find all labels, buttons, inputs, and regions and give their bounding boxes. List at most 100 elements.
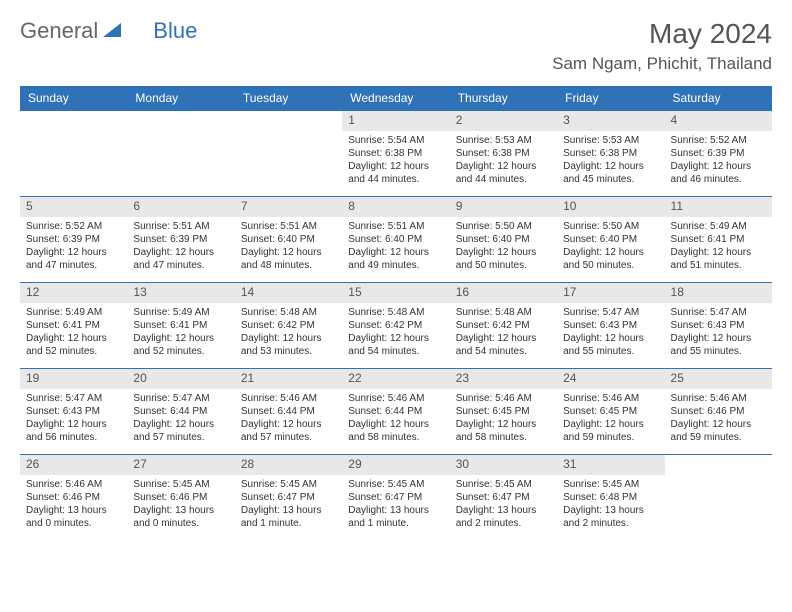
calendar-cell: 4Sunrise: 5:52 AMSunset: 6:39 PMDaylight… [665,111,772,197]
calendar-cell: 18Sunrise: 5:47 AMSunset: 6:43 PMDayligh… [665,283,772,369]
calendar-cell: 10Sunrise: 5:50 AMSunset: 6:40 PMDayligh… [557,197,664,283]
day-number: 30 [450,455,557,475]
day-number: 1 [342,111,449,131]
day-data: Sunrise: 5:46 AMSunset: 6:44 PMDaylight:… [342,389,449,447]
day-data: Sunrise: 5:47 AMSunset: 6:43 PMDaylight:… [557,303,664,361]
brand-triangle-icon [103,21,121,42]
calendar-row: 26Sunrise: 5:46 AMSunset: 6:46 PMDayligh… [20,455,772,541]
calendar-cell: 11Sunrise: 5:49 AMSunset: 6:41 PMDayligh… [665,197,772,283]
calendar-cell: 24Sunrise: 5:46 AMSunset: 6:45 PMDayligh… [557,369,664,455]
day-data: Sunrise: 5:50 AMSunset: 6:40 PMDaylight:… [557,217,664,275]
calendar-cell [127,111,234,197]
day-data: Sunrise: 5:47 AMSunset: 6:44 PMDaylight:… [127,389,234,447]
day-number: 18 [665,283,772,303]
calendar-cell: 5Sunrise: 5:52 AMSunset: 6:39 PMDaylight… [20,197,127,283]
day-number: 16 [450,283,557,303]
day-data: Sunrise: 5:51 AMSunset: 6:40 PMDaylight:… [235,217,342,275]
day-data: Sunrise: 5:49 AMSunset: 6:41 PMDaylight:… [127,303,234,361]
calendar-body: 1Sunrise: 5:54 AMSunset: 6:38 PMDaylight… [20,111,772,541]
day-header: Monday [127,86,234,111]
day-data: Sunrise: 5:50 AMSunset: 6:40 PMDaylight:… [450,217,557,275]
calendar-cell: 13Sunrise: 5:49 AMSunset: 6:41 PMDayligh… [127,283,234,369]
day-data: Sunrise: 5:51 AMSunset: 6:39 PMDaylight:… [127,217,234,275]
day-data: Sunrise: 5:53 AMSunset: 6:38 PMDaylight:… [557,131,664,189]
day-data: Sunrise: 5:45 AMSunset: 6:48 PMDaylight:… [557,475,664,533]
calendar-cell: 6Sunrise: 5:51 AMSunset: 6:39 PMDaylight… [127,197,234,283]
calendar-cell: 2Sunrise: 5:53 AMSunset: 6:38 PMDaylight… [450,111,557,197]
day-data: Sunrise: 5:52 AMSunset: 6:39 PMDaylight:… [665,131,772,189]
day-header: Wednesday [342,86,449,111]
day-number: 15 [342,283,449,303]
day-number: 28 [235,455,342,475]
day-data: Sunrise: 5:46 AMSunset: 6:46 PMDaylight:… [665,389,772,447]
day-number: 23 [450,369,557,389]
day-number: 9 [450,197,557,217]
day-data: Sunrise: 5:47 AMSunset: 6:43 PMDaylight:… [665,303,772,361]
day-number: 10 [557,197,664,217]
calendar-cell: 20Sunrise: 5:47 AMSunset: 6:44 PMDayligh… [127,369,234,455]
day-data: Sunrise: 5:46 AMSunset: 6:46 PMDaylight:… [20,475,127,533]
day-data: Sunrise: 5:51 AMSunset: 6:40 PMDaylight:… [342,217,449,275]
calendar-cell: 3Sunrise: 5:53 AMSunset: 6:38 PMDaylight… [557,111,664,197]
day-header: Saturday [665,86,772,111]
calendar-cell: 7Sunrise: 5:51 AMSunset: 6:40 PMDaylight… [235,197,342,283]
calendar-cell: 23Sunrise: 5:46 AMSunset: 6:45 PMDayligh… [450,369,557,455]
calendar-cell: 8Sunrise: 5:51 AMSunset: 6:40 PMDaylight… [342,197,449,283]
day-data: Sunrise: 5:53 AMSunset: 6:38 PMDaylight:… [450,131,557,189]
calendar-row: 19Sunrise: 5:47 AMSunset: 6:43 PMDayligh… [20,369,772,455]
day-number: 11 [665,197,772,217]
page-header: General Blue May 2024 Sam Ngam, Phichit,… [20,18,772,74]
day-number: 20 [127,369,234,389]
brand-part1: General [20,18,98,44]
day-number: 5 [20,197,127,217]
calendar-cell: 25Sunrise: 5:46 AMSunset: 6:46 PMDayligh… [665,369,772,455]
calendar-cell [665,455,772,541]
day-data: Sunrise: 5:48 AMSunset: 6:42 PMDaylight:… [342,303,449,361]
day-header: Friday [557,86,664,111]
day-data: Sunrise: 5:45 AMSunset: 6:47 PMDaylight:… [342,475,449,533]
title-block: May 2024 Sam Ngam, Phichit, Thailand [552,18,772,74]
calendar-cell: 19Sunrise: 5:47 AMSunset: 6:43 PMDayligh… [20,369,127,455]
day-number: 7 [235,197,342,217]
day-number: 13 [127,283,234,303]
calendar-cell: 30Sunrise: 5:45 AMSunset: 6:47 PMDayligh… [450,455,557,541]
day-data: Sunrise: 5:46 AMSunset: 6:45 PMDaylight:… [557,389,664,447]
calendar-cell: 21Sunrise: 5:46 AMSunset: 6:44 PMDayligh… [235,369,342,455]
calendar-cell: 1Sunrise: 5:54 AMSunset: 6:38 PMDaylight… [342,111,449,197]
day-number: 24 [557,369,664,389]
calendar-cell: 28Sunrise: 5:45 AMSunset: 6:47 PMDayligh… [235,455,342,541]
calendar-cell: 27Sunrise: 5:45 AMSunset: 6:46 PMDayligh… [127,455,234,541]
calendar-row: 5Sunrise: 5:52 AMSunset: 6:39 PMDaylight… [20,197,772,283]
month-title: May 2024 [552,18,772,50]
day-number: 12 [20,283,127,303]
day-header: Tuesday [235,86,342,111]
day-number: 19 [20,369,127,389]
day-data: Sunrise: 5:48 AMSunset: 6:42 PMDaylight:… [235,303,342,361]
day-data: Sunrise: 5:45 AMSunset: 6:47 PMDaylight:… [450,475,557,533]
day-number: 3 [557,111,664,131]
location-text: Sam Ngam, Phichit, Thailand [552,54,772,74]
day-number: 21 [235,369,342,389]
day-number: 25 [665,369,772,389]
day-number: 31 [557,455,664,475]
day-data: Sunrise: 5:54 AMSunset: 6:38 PMDaylight:… [342,131,449,189]
calendar-cell: 31Sunrise: 5:45 AMSunset: 6:48 PMDayligh… [557,455,664,541]
day-data: Sunrise: 5:45 AMSunset: 6:47 PMDaylight:… [235,475,342,533]
calendar-cell: 9Sunrise: 5:50 AMSunset: 6:40 PMDaylight… [450,197,557,283]
calendar-cell: 29Sunrise: 5:45 AMSunset: 6:47 PMDayligh… [342,455,449,541]
calendar-cell: 17Sunrise: 5:47 AMSunset: 6:43 PMDayligh… [557,283,664,369]
calendar-cell: 22Sunrise: 5:46 AMSunset: 6:44 PMDayligh… [342,369,449,455]
day-number: 17 [557,283,664,303]
calendar-row: 1Sunrise: 5:54 AMSunset: 6:38 PMDaylight… [20,111,772,197]
day-number: 8 [342,197,449,217]
day-data: Sunrise: 5:46 AMSunset: 6:44 PMDaylight:… [235,389,342,447]
calendar-cell: 15Sunrise: 5:48 AMSunset: 6:42 PMDayligh… [342,283,449,369]
day-number: 14 [235,283,342,303]
day-number: 22 [342,369,449,389]
brand-part2: Blue [153,18,197,44]
calendar-cell [235,111,342,197]
day-number: 4 [665,111,772,131]
day-number: 2 [450,111,557,131]
day-data: Sunrise: 5:46 AMSunset: 6:45 PMDaylight:… [450,389,557,447]
calendar-table: SundayMondayTuesdayWednesdayThursdayFrid… [20,86,772,541]
